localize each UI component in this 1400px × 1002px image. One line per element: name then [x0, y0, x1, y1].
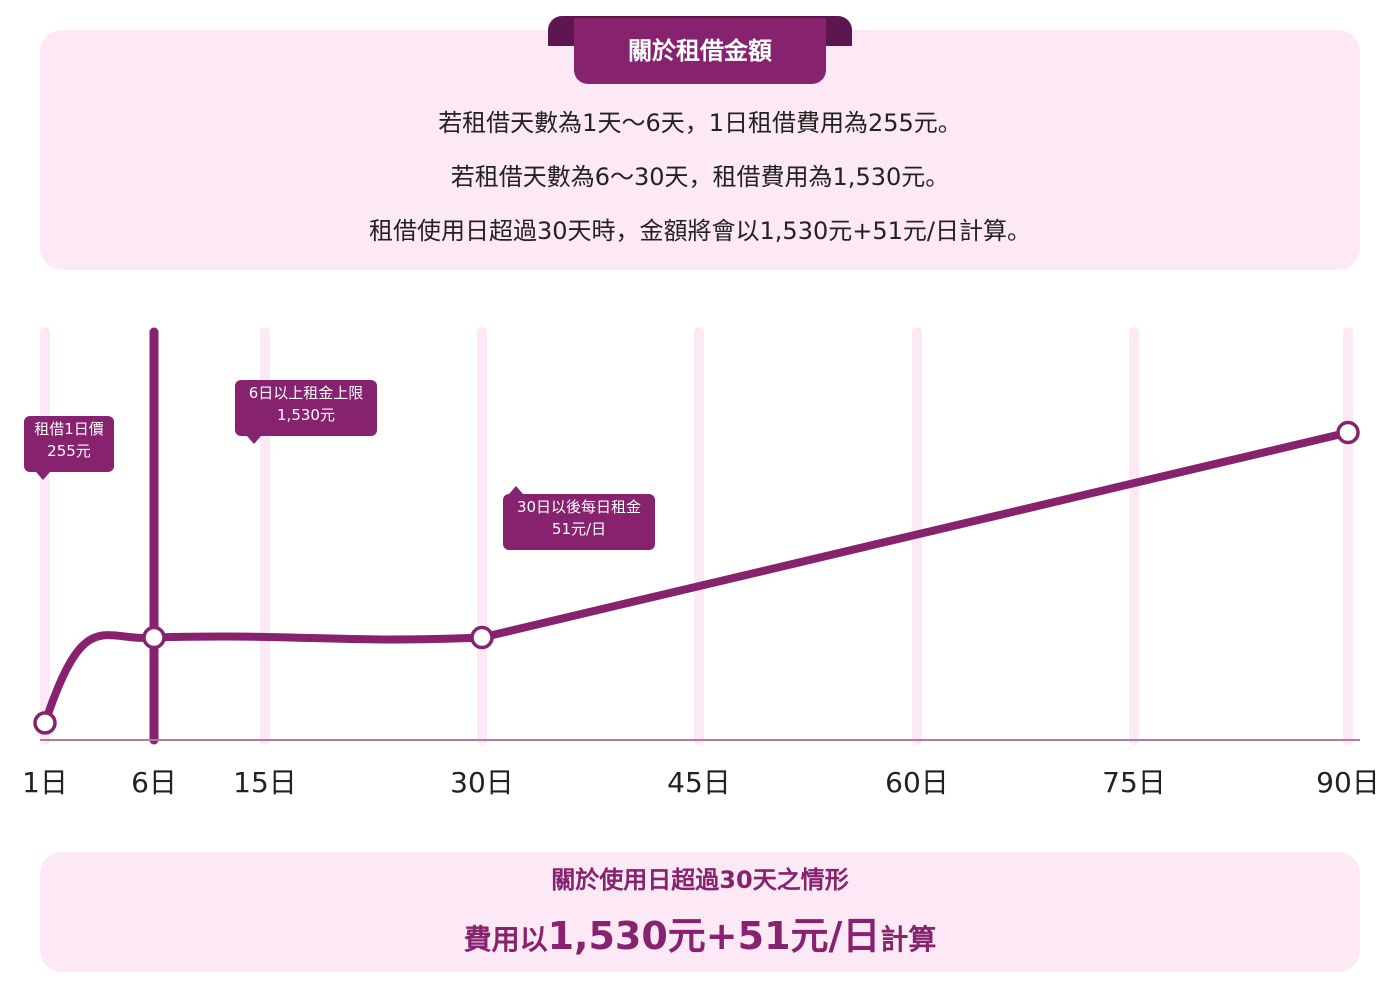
x-tick-label-45: 45日	[667, 766, 731, 799]
summary-formula-main: 1,530元+51元/日	[547, 914, 881, 958]
summary-formula: 費用以1,530元+51元/日計算	[40, 910, 1360, 970]
x-tick-labels: 1日 6日 15日 30日 45日 60日 75日 90日	[22, 766, 1380, 799]
annotation-cap-line2: 1,530元	[277, 406, 335, 424]
data-point-day-6	[142, 625, 166, 650]
grid-lines	[40, 327, 1353, 745]
annotation-daily-line2: 51元/日	[551, 520, 607, 538]
x-tick-label-1: 1日	[22, 766, 68, 799]
info-line-1: 若租借天數為1天～6天，1日租借費用為255元。	[438, 109, 962, 137]
annotation-cap-line1: 6日以上租金上限	[248, 384, 364, 402]
annotation-daily-line1: 30日以後每日租金	[516, 498, 642, 516]
x-tick-label-30: 30日	[450, 766, 514, 799]
series-line	[41, 428, 1352, 727]
x-tick-label-60: 60日	[885, 766, 949, 799]
summary-title: 關於使用日超過30天之情形	[551, 866, 849, 894]
x-tick-label-15: 15日	[233, 766, 297, 799]
x-tick-label-6: 6日	[131, 766, 177, 799]
info-line-2: 若租借天數為6～30天，租借費用為1,530元。	[450, 163, 950, 191]
x-tick-label-90: 90日	[1316, 766, 1380, 799]
annotation-day1-line2: 255元	[47, 442, 91, 460]
series-line-layer	[41, 428, 1352, 727]
data-points	[33, 420, 1360, 735]
annotation-day1-pointer	[36, 472, 50, 480]
annotation-daily-pointer	[509, 486, 523, 494]
summary-panel	[40, 852, 1360, 972]
data-point-day-90	[1336, 420, 1360, 445]
data-point-day-1	[33, 711, 57, 735]
summary-formula-prefix: 費用以	[463, 923, 548, 956]
annotation-cap-price: 6日以上租金上限 1,530元	[235, 380, 377, 444]
annotation-daily-rate: 30日以後每日租金 51元/日	[503, 486, 655, 550]
info-line-3: 租借使用日超過30天時，金額將會以1,530元+51元/日計算。	[369, 217, 1031, 245]
annotation-day1-line1: 租借1日價	[34, 420, 104, 438]
data-point-day-30	[470, 625, 494, 650]
info-title: 關於租借金額	[574, 18, 826, 84]
x-tick-label-75: 75日	[1102, 766, 1166, 799]
rental-price-chart: 1日 6日 15日 30日 45日 60日 75日 90日	[22, 327, 1380, 799]
summary-formula-suffix: 計算	[880, 923, 937, 956]
annotation-day1-price: 租借1日價 255元	[24, 416, 114, 480]
annotation-cap-pointer	[247, 436, 261, 444]
